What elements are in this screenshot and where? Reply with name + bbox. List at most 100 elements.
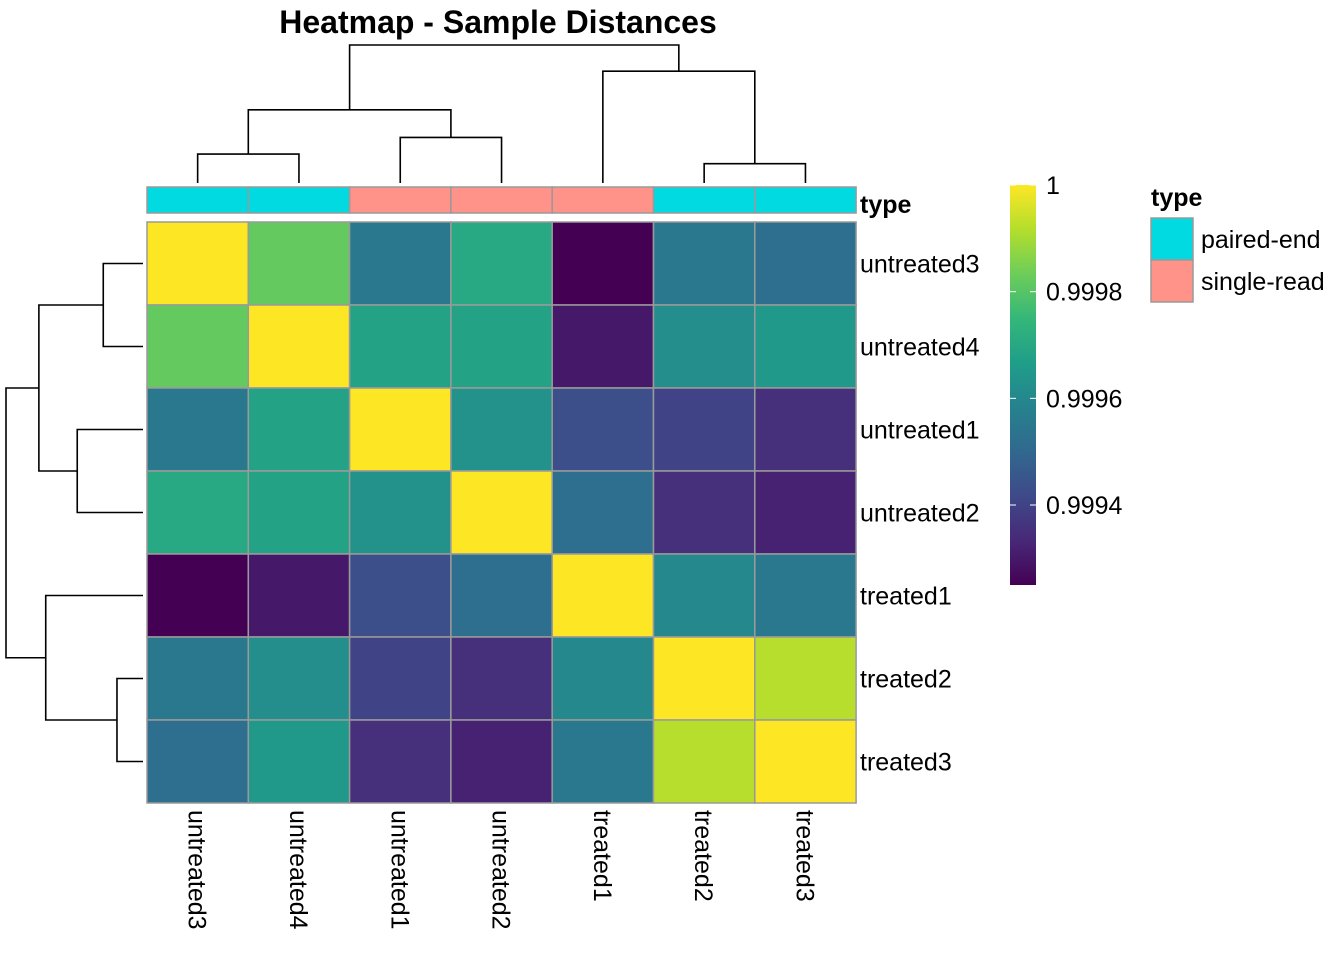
annotation-cell-paired-end — [652, 186, 756, 214]
color-scale-bar — [1010, 185, 1036, 585]
legend-label-single-read: single-read — [1201, 268, 1325, 296]
heatmap-cell — [551, 553, 655, 638]
chart-title: Heatmap - Sample Distances — [279, 4, 717, 40]
column-label: untreated3 — [183, 810, 211, 930]
heatmap-cell — [348, 221, 452, 306]
annotation-cell-paired-end — [146, 186, 250, 214]
column-label: treated3 — [790, 810, 818, 902]
heatmap-cell — [652, 719, 756, 804]
annotation-cell-paired-end — [247, 186, 351, 214]
heatmap-cell — [247, 304, 351, 389]
scale-tick-label: 0.9996 — [1046, 385, 1122, 413]
heatmap-cell — [146, 387, 250, 472]
scale-tick-label: 0.9998 — [1046, 279, 1122, 307]
legend-swatch-paired-end — [1150, 217, 1194, 261]
heatmap-cell — [247, 553, 351, 638]
heatmap-cell — [247, 719, 351, 804]
heatmap-cell — [754, 553, 857, 638]
heatmap-cell — [247, 470, 351, 555]
heatmap-cell — [652, 221, 756, 306]
column-label: untreated1 — [385, 810, 413, 930]
row-label: treated2 — [860, 666, 952, 694]
dendrogram-branch — [602, 70, 756, 183]
heatmap-cell — [551, 470, 655, 555]
heatmap-cell — [247, 636, 351, 721]
heatmap-cell — [247, 387, 351, 472]
dendrogram-branch — [76, 428, 143, 514]
legend-swatch-single-read — [1150, 259, 1194, 303]
annotation-legend: paired-end single-read — [1150, 217, 1325, 303]
column-labels: untreated3 untreated4 untreated1 untreated2… — [183, 810, 819, 930]
annotation-cell-paired-end — [754, 186, 857, 214]
heatmap-cell — [247, 221, 351, 306]
heatmap-cell — [146, 304, 250, 389]
annotation-cell-single-read — [348, 186, 452, 214]
legend-label-paired-end: paired-end — [1201, 226, 1321, 254]
heatmap-cell — [754, 221, 857, 306]
heatmap-cell — [450, 636, 553, 721]
row-labels: untreated3 untreated4 untreated1 untreated2… — [860, 251, 980, 777]
annotation-cell-single-read — [551, 186, 655, 214]
heatmap-cell — [450, 719, 553, 804]
heatmap-cell — [652, 387, 756, 472]
heatmap-cell — [652, 553, 756, 638]
heatmap-cell — [551, 304, 655, 389]
scale-tick-label: 0.9994 — [1046, 492, 1123, 520]
row-label: untreated3 — [860, 251, 980, 279]
annotation-track-label: type — [860, 191, 912, 219]
heatmap-cell — [551, 719, 655, 804]
heatmap-cell — [652, 636, 756, 721]
column-label: treated1 — [588, 810, 616, 902]
annotation-legend-title: type — [1151, 184, 1203, 212]
heatmap-cell — [551, 636, 655, 721]
scale-tick-label: 1 — [1046, 172, 1060, 200]
heatmap-cell — [146, 221, 250, 306]
heatmap-cell — [754, 719, 857, 804]
heatmap-cell — [348, 636, 452, 721]
heatmap-cell — [146, 553, 250, 638]
heatmap-cell — [754, 387, 857, 472]
heatmap-cell — [652, 470, 756, 555]
heatmap-cells — [146, 221, 857, 804]
row-label: untreated1 — [860, 417, 980, 445]
heatmap-cell — [450, 387, 553, 472]
row-dendrogram — [5, 262, 143, 763]
heatmap-cell — [146, 636, 250, 721]
heatmap-cell — [652, 304, 756, 389]
heatmap-cell — [450, 304, 553, 389]
dendrogram-branch — [38, 304, 104, 472]
heatmap-cell — [450, 470, 553, 555]
heatmap-cell — [348, 387, 452, 472]
heatmap-cell — [551, 221, 655, 306]
row-label: treated1 — [860, 583, 952, 611]
dendrogram-branch — [196, 153, 300, 183]
column-label: untreated2 — [487, 810, 515, 930]
dendrogram-branch — [348, 44, 680, 110]
column-label: treated2 — [689, 810, 717, 902]
column-dendrogram — [196, 44, 807, 183]
heatmap-cell — [551, 387, 655, 472]
heatmap-cell — [450, 221, 553, 306]
dendrogram-branch — [44, 594, 143, 721]
heatmap-cell — [754, 304, 857, 389]
row-label: untreated2 — [860, 500, 980, 528]
column-annotation-bar — [146, 186, 857, 214]
heatmap-cell — [348, 553, 452, 638]
column-label: untreated4 — [284, 810, 312, 930]
heatmap-cell — [146, 470, 250, 555]
dendrogram-branch — [102, 262, 143, 348]
heatmap-cell — [754, 470, 857, 555]
dendrogram-branch — [399, 136, 503, 183]
row-label: treated3 — [860, 749, 952, 777]
heatmap-cell — [146, 719, 250, 804]
annotation-cell-single-read — [450, 186, 553, 214]
heatmap-cell — [754, 636, 857, 721]
dendrogram-branch — [703, 162, 807, 183]
dendrogram-branch — [116, 677, 143, 763]
heatmap-cell — [348, 719, 452, 804]
dendrogram-branch — [247, 109, 452, 155]
dendrogram-branch — [5, 387, 46, 659]
color-scale-ticks: 0.9994 0.9996 0.9998 1 — [1010, 172, 1123, 520]
heatmap-cell — [348, 470, 452, 555]
